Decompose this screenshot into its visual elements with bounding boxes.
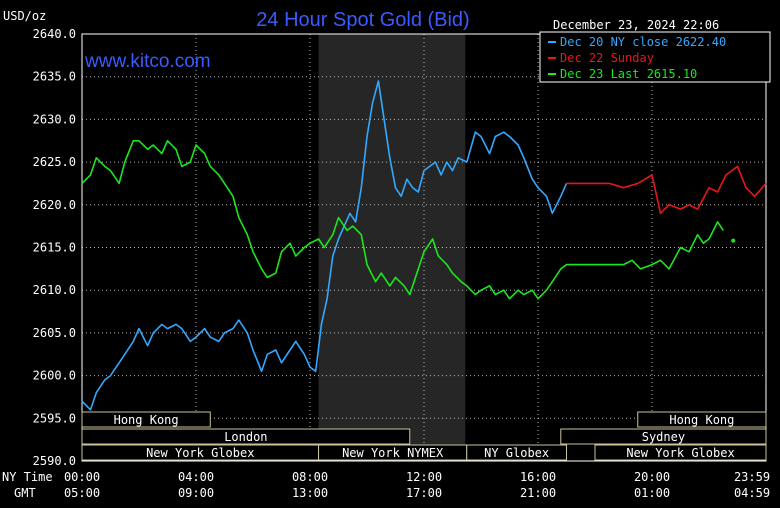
y-tick-label: 2625.0 — [33, 155, 76, 169]
shaded-session-band — [318, 34, 466, 461]
session-bar — [466, 444, 567, 461]
session-bar — [560, 428, 767, 445]
session-label: London — [224, 430, 267, 444]
session-label: New York Globex — [626, 446, 734, 460]
x-tick-label-gmt: 09:00 — [178, 486, 214, 500]
y-tick-label: 2605.0 — [33, 326, 76, 340]
chart-title: 24 Hour Spot Gold (Bid) — [256, 9, 469, 31]
session-label: Sydney — [642, 430, 685, 444]
legend-label-dec22: Dec 22 Sunday — [560, 51, 654, 65]
series-line-dec23 — [81, 140, 724, 300]
watermark-url: www.kitco.com — [84, 51, 211, 72]
unit-label: USD/oz — [3, 9, 46, 23]
ny-time-row-label: NY Time — [2, 470, 53, 484]
y-tick-label: 2640.0 — [33, 27, 76, 41]
x-axis-tick-labels: 00:00 04:00 08:00 12:00 16:00 20:00 23:59 05:00… — [64, 470, 770, 500]
y-tick-label: 2595.0 — [33, 411, 76, 425]
session-bars-layer: Hong Kong Hong Kong London Sydney New York G… — [81, 411, 767, 461]
legend-label-dec23: Dec 23 Last 2615.10 — [560, 67, 697, 81]
series-layer — [81, 80, 767, 411]
y-tick-label: 2610.0 — [33, 283, 76, 297]
session-label: New York NYMEX — [342, 446, 444, 460]
series-line-dec22 — [566, 165, 767, 215]
x-tick-label-ny: 20:00 — [634, 470, 670, 484]
x-tick-label-gmt: 01:00 — [634, 486, 670, 500]
timestamp: December 23, 2024 22:06 — [553, 18, 719, 32]
y-tick-label: 2635.0 — [33, 70, 76, 84]
y-axis-tick-labels: 2640.0 2635.0 2630.0 2625.0 2620.0 2615.0 2610… — [33, 27, 76, 468]
legend-box — [539, 31, 771, 83]
session-label: Hong Kong — [114, 413, 179, 427]
gmt-row-label: GMT — [14, 486, 36, 500]
session-bar — [594, 444, 767, 461]
session-label: Hong Kong — [669, 413, 734, 427]
y-tick-label: 2620.0 — [33, 198, 76, 212]
night-band-layer — [318, 34, 466, 461]
x-tick-label-ny: 04:00 — [178, 470, 214, 484]
session-bar — [637, 411, 767, 428]
series-line-dec20 — [81, 80, 568, 411]
x-tick-label-ny: 12:00 — [406, 470, 442, 484]
legend-label-dec20: Dec 20 NY close 2622.40 — [560, 35, 726, 49]
x-tick-label-gmt: 04:59 — [734, 486, 770, 500]
x-tick-label-gmt: 05:00 — [64, 486, 100, 500]
legend: Dec 20 NY close 2622.40 Dec 22 Sunday De… — [539, 31, 771, 83]
last-price-point — [731, 238, 736, 243]
session-bar — [81, 428, 411, 445]
x-tick-label-ny: 23:59 — [734, 470, 770, 484]
y-tick-label: 2600.0 — [33, 369, 76, 383]
session-bar — [81, 411, 211, 428]
y-tick-label: 2590.0 — [33, 454, 76, 468]
y-tick-label: 2630.0 — [33, 112, 76, 126]
session-label: NY Globex — [484, 446, 549, 460]
grid-layer — [81, 33, 767, 462]
x-tick-label-ny: 16:00 — [520, 470, 556, 484]
y-tick-label: 2615.0 — [33, 241, 76, 255]
x-tick-label-ny: 08:00 — [292, 470, 328, 484]
x-tick-label-ny: 00:00 — [64, 470, 100, 484]
session-label: New York Globex — [146, 446, 254, 460]
x-tick-label-gmt: 21:00 — [520, 486, 556, 500]
x-tick-label-gmt: 17:00 — [406, 486, 442, 500]
x-tick-label-gmt: 13:00 — [292, 486, 328, 500]
